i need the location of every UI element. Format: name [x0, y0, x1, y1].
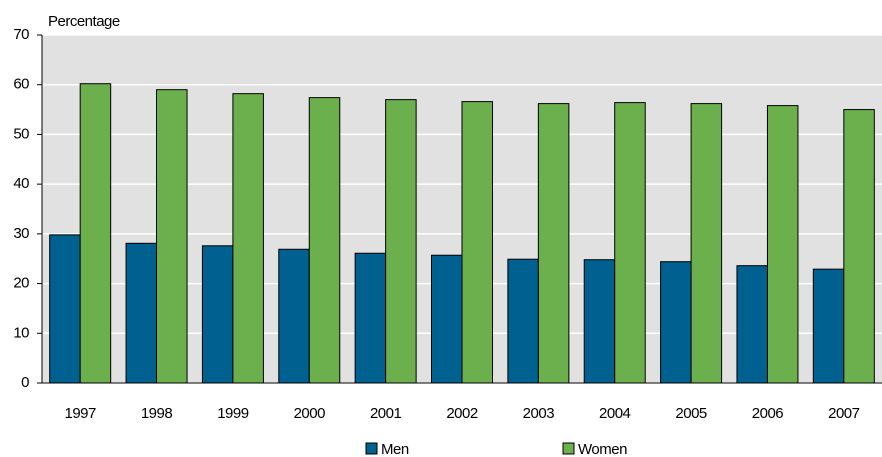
bar: [843, 109, 875, 384]
x-tick-label: 2007: [828, 405, 860, 422]
x-tick-label: 2003: [523, 405, 555, 422]
bar: [201, 245, 234, 384]
bar: [308, 97, 341, 384]
bar: [278, 248, 310, 384]
bar: [79, 83, 112, 384]
legend-label: Men: [381, 441, 409, 457]
bar: [690, 103, 723, 384]
bar: [49, 234, 81, 384]
x-tick-label: 1998: [141, 405, 173, 422]
y-tick-label: 60: [13, 76, 29, 93]
bar: [583, 259, 616, 384]
x-tick-label: 2001: [370, 405, 402, 422]
bar: [812, 268, 845, 384]
bar: [507, 258, 539, 384]
y-tick-label: 50: [13, 125, 29, 142]
y-tick-label: 40: [13, 175, 29, 192]
y-axis-label: Percentage: [48, 13, 120, 30]
legend-label: Women: [578, 441, 627, 457]
bar: [660, 261, 692, 384]
y-tick-label: 70: [13, 26, 29, 43]
bar: [431, 254, 463, 384]
legend-swatch: [562, 442, 575, 455]
y-tick-label: 0: [21, 374, 29, 391]
bar: [125, 242, 158, 384]
bar: [614, 102, 646, 384]
x-tick-label: 2004: [599, 405, 631, 422]
x-tick-label: 2000: [294, 405, 326, 422]
x-tick-label: 1999: [217, 405, 249, 422]
bar: [766, 105, 799, 384]
legend-swatch: [365, 442, 378, 455]
y-tick-label: 10: [13, 324, 29, 341]
bar: [537, 103, 570, 384]
x-tick-label: 1997: [64, 405, 96, 422]
bar: [736, 265, 768, 384]
x-tick-label: 2005: [675, 405, 707, 422]
bar: [232, 93, 264, 384]
bar: [354, 252, 387, 384]
y-tick-label: 20: [13, 275, 29, 292]
x-tick-label: 2002: [446, 405, 478, 422]
bar: [156, 89, 188, 384]
x-tick-label: 2006: [752, 405, 784, 422]
bar: [385, 99, 417, 384]
y-tick-label: 30: [13, 225, 29, 242]
bar: [461, 101, 493, 384]
